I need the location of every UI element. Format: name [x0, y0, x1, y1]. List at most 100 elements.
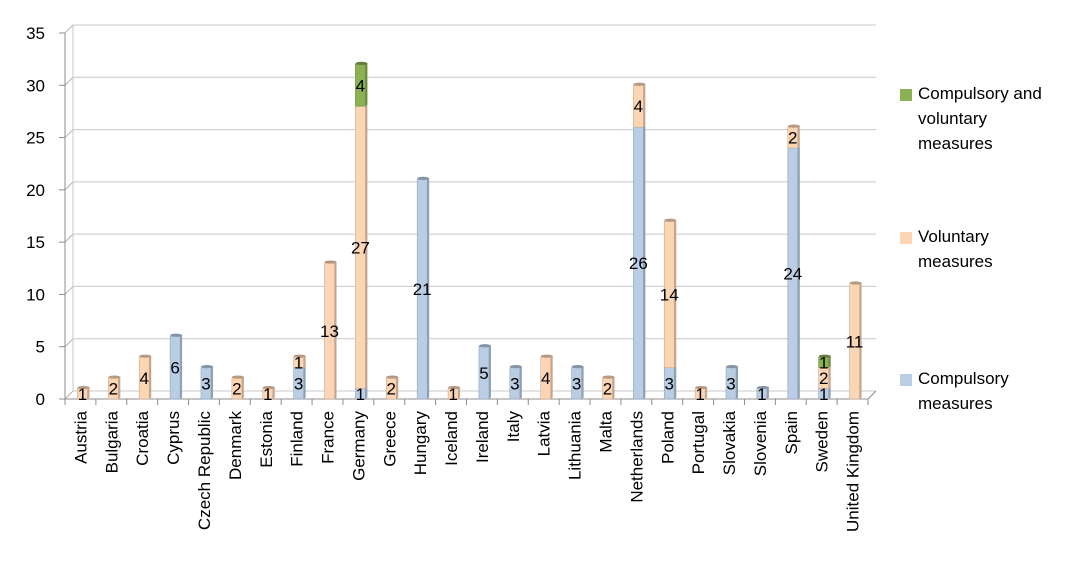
data-label: 3	[510, 374, 519, 393]
x-tick-label: Netherlands	[627, 411, 646, 503]
legend-label-compulsory: Compulsory measures	[918, 369, 1009, 413]
bar-slovakia-compulsory-top	[726, 365, 739, 369]
bar-italy-compulsory-top	[509, 365, 522, 369]
data-label: 1	[356, 385, 365, 404]
bar-germany-both-side	[365, 62, 368, 107]
legend-label-voluntary: Voluntary measures	[918, 227, 993, 271]
data-label: 2	[603, 380, 612, 399]
bar-poland-voluntary-top	[664, 218, 677, 222]
bar-croatia-voluntary-side	[149, 355, 152, 399]
data-label: 11	[846, 332, 864, 351]
bar-slovenia-compulsory-side	[766, 387, 769, 399]
bar-lithuania-compulsory-top	[571, 365, 584, 369]
gridline-diag	[64, 181, 74, 191]
x-tick-label: Italy	[504, 411, 523, 443]
bar-portugal-voluntary-top	[695, 385, 708, 390]
x-tick-label: Bulgaria	[102, 410, 121, 473]
bar-estonia-voluntary-side	[272, 387, 275, 399]
bar-lithuania-compulsory-side	[581, 366, 584, 399]
y-tick-label: 30	[26, 76, 45, 95]
x-tick-label: Cyprus	[164, 411, 183, 465]
bar-sweden-compulsory-side	[828, 387, 831, 399]
x-tick-label: Slovenia	[751, 410, 770, 476]
data-label: 1	[757, 385, 766, 404]
x-tick-label: France	[319, 411, 338, 464]
bar-spain-compulsory-side	[797, 146, 800, 399]
bar-portugal-voluntary-side	[705, 387, 708, 399]
data-label: 3	[572, 374, 581, 393]
gridline-diag	[64, 286, 74, 295]
bar-finland-compulsory-side	[303, 366, 306, 399]
bar-france-voluntary-top	[324, 260, 337, 264]
data-label: 3	[726, 374, 735, 393]
y-tick-label: 20	[26, 181, 45, 200]
gridlines	[64, 24, 876, 400]
data-label: 4	[356, 76, 365, 95]
bar-bulgaria-voluntary-top	[108, 375, 121, 379]
data-label: 1	[695, 385, 704, 404]
data-label: 4	[139, 369, 148, 388]
bar-sweden-both-side	[828, 355, 831, 368]
bar-estonia-voluntary-top	[262, 385, 275, 390]
y-tick-label: 5	[36, 338, 45, 357]
data-label: 4	[541, 369, 550, 388]
bar-denmark-voluntary-side	[241, 376, 244, 399]
legend-item-compulsory-and-voluntary: Compulsory and voluntary measures	[900, 84, 1063, 156]
x-tick-label: Spain	[782, 411, 801, 454]
data-label: 6	[170, 359, 179, 378]
bar-cyprus-compulsory-side	[180, 334, 183, 399]
legend-item-compulsory: Compulsory measures	[900, 369, 1038, 416]
data-label: 2	[788, 129, 797, 148]
bar-sweden-both-top	[818, 354, 831, 358]
data-label: 21	[413, 280, 432, 299]
data-label: 1	[819, 385, 828, 404]
x-tick-label: Slovakia	[720, 410, 739, 475]
bar-croatia-voluntary-top	[139, 354, 152, 358]
x-tick-label: Croatia	[133, 410, 152, 465]
bar-netherlands-compulsory-side	[643, 125, 646, 399]
data-label: 2	[109, 380, 118, 399]
data-label: 3	[201, 374, 210, 393]
bar-poland-compulsory-side	[674, 366, 677, 399]
data-label: 13	[320, 322, 339, 341]
gridline-diag	[64, 76, 74, 86]
data-label: 3	[294, 374, 303, 393]
x-tick-label: Austria	[71, 410, 90, 463]
data-label: 5	[479, 364, 488, 383]
bar-poland-voluntary-side	[674, 219, 677, 368]
bar-austria-voluntary-side	[87, 387, 90, 399]
bar-ireland-compulsory-side	[488, 345, 491, 399]
data-label: 1	[263, 385, 272, 404]
bar-hungary-compulsory-side	[427, 177, 430, 399]
data-label: 24	[783, 265, 802, 284]
x-tick-label: United Kingdom	[844, 411, 863, 532]
bar-united-kingdom-voluntary-side	[859, 282, 862, 399]
data-label: 1	[294, 353, 303, 372]
x-tick-label: Lithuania	[566, 410, 585, 480]
bar-cyprus-compulsory-top	[170, 333, 183, 337]
data-label: 2	[387, 380, 396, 399]
legend: Compulsory and voluntary measures Volunt…	[900, 0, 1072, 564]
x-tick-label: Estonia	[257, 410, 276, 467]
bar-germany-voluntary-side	[365, 104, 368, 389]
y-tick-label: 10	[26, 285, 45, 304]
bar-finland-voluntary-top	[293, 354, 306, 358]
data-label: 1	[78, 385, 87, 404]
x-tick-label: Hungary	[411, 411, 430, 476]
bar-hungary-compulsory-top	[417, 176, 430, 180]
y-tick-label: 15	[26, 233, 45, 252]
bar-greece-voluntary-top	[386, 375, 399, 379]
bar-iceland-voluntary-top	[448, 385, 461, 390]
bar-ireland-compulsory-top	[478, 344, 491, 348]
x-tick-label: Latvia	[535, 410, 554, 456]
y-tick-label: 25	[26, 129, 45, 148]
gridline-diag	[64, 338, 74, 348]
floor-edge	[867, 390, 877, 400]
bars	[77, 61, 862, 400]
x-tick-label: Poland	[658, 411, 677, 464]
bar-greece-voluntary-side	[396, 376, 399, 399]
bar-iceland-voluntary-side	[458, 387, 461, 399]
gridline-diag	[64, 129, 74, 138]
